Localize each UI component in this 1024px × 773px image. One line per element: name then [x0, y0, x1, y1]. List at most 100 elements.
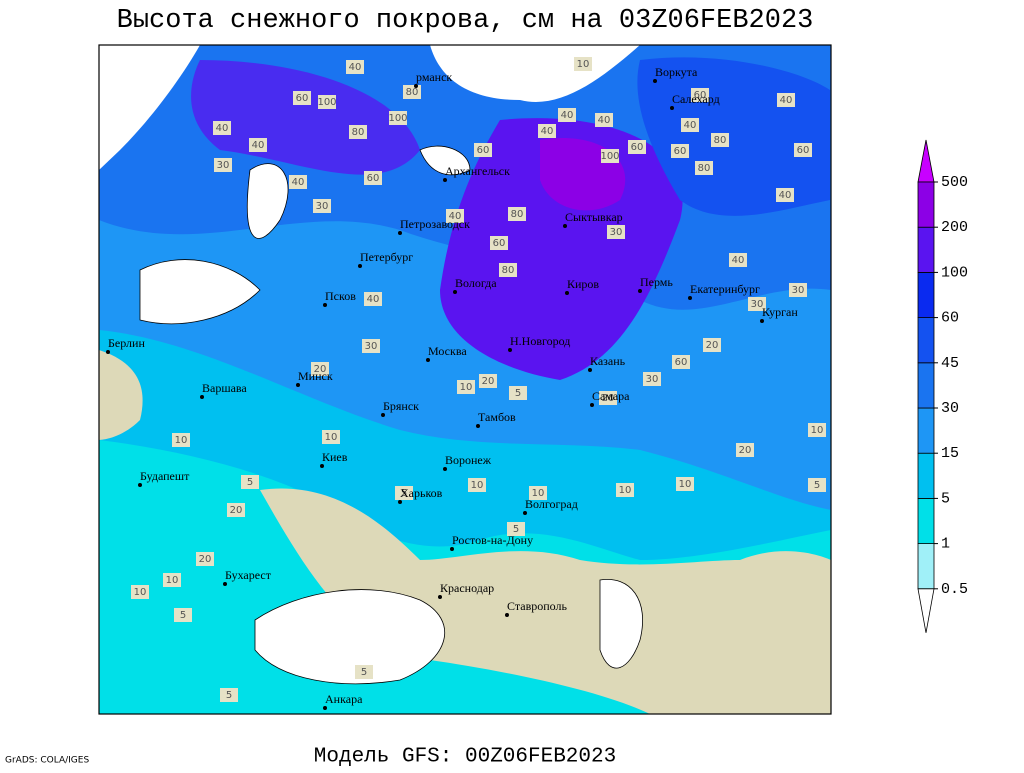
contour-label-box: [729, 253, 747, 267]
city-label: Сыктывкар: [565, 210, 623, 224]
contour-label: 10: [811, 425, 824, 436]
contour-label: 60: [477, 145, 490, 156]
contour-label: 40: [252, 140, 265, 151]
contour-label: 30: [792, 285, 805, 296]
contour-label-box: [241, 475, 259, 489]
contour-label-box: [346, 60, 364, 74]
city-dot: [523, 511, 527, 515]
contour-label: 80: [714, 135, 727, 146]
city-label: Бухарест: [225, 568, 272, 582]
model-label: Модель GFS: 00Z06FEB2023: [314, 746, 616, 768]
colorbar-segment: [917, 407, 935, 454]
city-dot: [670, 106, 674, 110]
contour-label-box: [322, 430, 340, 444]
contour-label: 20: [739, 445, 752, 456]
contour-label-box: [220, 688, 238, 702]
contour-label: 60: [367, 173, 380, 184]
contour-label: 5: [814, 480, 820, 491]
colorbar-segment: [917, 271, 935, 318]
contour-label-box: [671, 144, 689, 158]
colorbar-label: 15: [941, 445, 959, 462]
city-label: Ростов-на-Дону: [452, 533, 533, 547]
contour-label-box: [538, 124, 556, 138]
city-label: Воркута: [655, 65, 698, 79]
colorbar-segment: [917, 226, 935, 273]
city-label: Самара: [592, 389, 630, 403]
city-dot: [508, 348, 512, 352]
contour-label-box: [364, 292, 382, 306]
city-dot: [443, 467, 447, 471]
contour-label-box: [595, 113, 613, 127]
city-label: Тамбов: [478, 410, 516, 424]
contour-label-box: [599, 391, 617, 405]
city-dot: [200, 395, 204, 399]
contour-label-box: [362, 339, 380, 353]
purple-area: [191, 60, 420, 175]
contour-label-box: [174, 608, 192, 622]
contour-label-box: [389, 111, 407, 125]
colorbar-cap-bottom: [917, 588, 935, 633]
contour-label: 80: [502, 265, 515, 276]
contour-label-box: [313, 199, 331, 213]
contour-label-box: [196, 552, 214, 566]
contour-label: 80: [511, 209, 524, 220]
city-label: Брянск: [383, 399, 419, 413]
city-label: Пермь: [640, 275, 673, 289]
caspian-sea: [599, 578, 643, 669]
contour-label-box: [616, 483, 634, 497]
contour-label: 10: [577, 59, 590, 70]
contour-label: 10: [134, 587, 147, 598]
contour-label: 40: [732, 255, 745, 266]
city-dot: [323, 706, 327, 710]
city-dot: [565, 291, 569, 295]
contour-label: 30: [751, 299, 764, 310]
city-label: Н.Новгород: [510, 334, 570, 348]
colorbar-cap-top: [917, 139, 935, 183]
contour-label: 5: [515, 388, 521, 399]
contour-label: 60: [694, 90, 707, 101]
city-label: Воронеж: [445, 453, 492, 467]
city-label: Анкара: [325, 692, 363, 706]
contour-label: 20: [482, 376, 495, 387]
city-dot: [443, 178, 447, 182]
contour-label-box: [736, 443, 754, 457]
contour-label-box: [776, 188, 794, 202]
contour-label: 60: [296, 93, 309, 104]
colorbar-segment: [917, 497, 935, 544]
contour-label: 40: [779, 190, 792, 201]
city-label: Берлин: [108, 336, 145, 350]
city-dot: [505, 613, 509, 617]
colorbar-label: 0.5: [941, 581, 968, 598]
land: [260, 488, 831, 714]
contour-label-box: [748, 297, 766, 311]
city-label: Екатеринбург: [690, 282, 760, 296]
contour-label-box: [507, 522, 525, 536]
colorbar-segment: [917, 181, 935, 228]
contour-label: 40: [598, 115, 611, 126]
contour-label: 40: [349, 62, 362, 73]
title: Высота снежного покрова, см на 03Z06FEB2…: [117, 6, 814, 36]
city-dot: [358, 264, 362, 268]
city-dot: [438, 595, 442, 599]
city-dot: [223, 582, 227, 586]
city-dot: [381, 413, 385, 417]
contour-label-box: [607, 225, 625, 239]
city-label: Петрозаводск: [400, 217, 470, 231]
contour-label-box: [446, 209, 464, 223]
city-dot: [138, 483, 142, 487]
contour-label-box: [691, 88, 709, 102]
contour-label-box: [643, 372, 661, 386]
city-dot: [588, 368, 592, 372]
contour-label-box: [289, 175, 307, 189]
contour-label-box: [213, 121, 231, 135]
contour-label: 20: [314, 364, 327, 375]
city-dot: [476, 424, 480, 428]
colorbar-label: 5: [941, 490, 950, 507]
city-dot: [106, 350, 110, 354]
contour-label-box: [479, 374, 497, 388]
city-dot: [638, 289, 642, 293]
colorbar-label: 45: [941, 355, 959, 372]
contour-label-box: [364, 171, 382, 185]
contour-label-box: [672, 355, 690, 369]
